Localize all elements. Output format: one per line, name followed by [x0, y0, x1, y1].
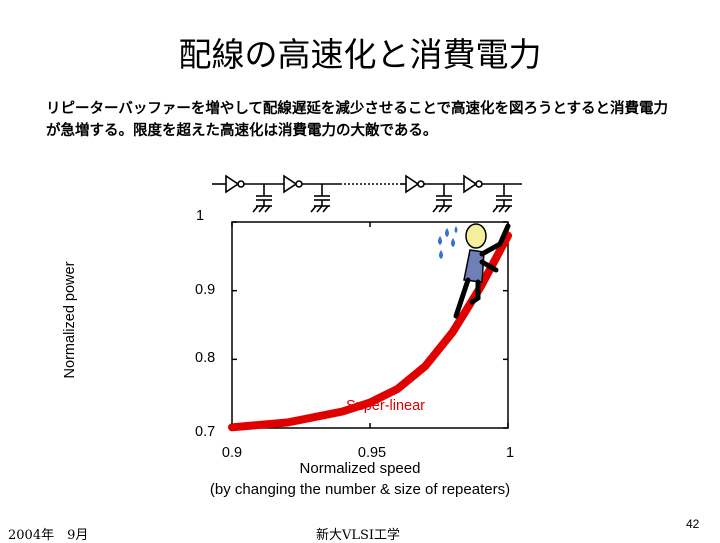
x-tick-label: 0.9 [221, 445, 243, 461]
sweating-person-figure [438, 223, 511, 319]
slide-title: 配線の高速化と消費電力 [178, 35, 542, 74]
y-tick-label: 0.8 [195, 350, 216, 366]
x-tick-label: 0.95 [357, 445, 387, 461]
y-axis-label: Normalized power [62, 261, 78, 379]
footer-date: 2004年 9月 [8, 528, 89, 543]
x-axis-sublabel: (by changing the number & size of repeat… [209, 481, 511, 498]
y-tick-label: 0.9 [195, 282, 216, 298]
super-linear-annotation: Super-linear [346, 398, 425, 414]
repeater-chain-illustration [212, 174, 522, 213]
plot-frame [231, 221, 509, 429]
capacitor-ground-2 [310, 184, 330, 213]
capacitor-ground-1 [252, 184, 272, 213]
capacitor-ground-3 [432, 184, 452, 213]
y-tick-label: 0.7 [195, 424, 216, 440]
y-tick-label: 1 [196, 208, 205, 224]
page-number: 42 [686, 517, 700, 531]
description-line-1: リピーターバッファーを増やして配線遅延を減少させることで高速化を図ろうとすると消… [46, 101, 669, 117]
slide-description: リピーターバッファーを増やして配線遅延を減少させることで高速化を図ろうとすると消… [46, 98, 686, 142]
description-line-2: が急増する。限度を超えた高速化は消費電力の大敵である。 [46, 123, 438, 139]
x-axis-label: Normalized speed [299, 460, 421, 477]
capacitor-ground-4 [492, 184, 512, 213]
x-tick-label: 1 [505, 445, 515, 461]
footer-organization: 新大VLSI工学 [316, 528, 401, 543]
